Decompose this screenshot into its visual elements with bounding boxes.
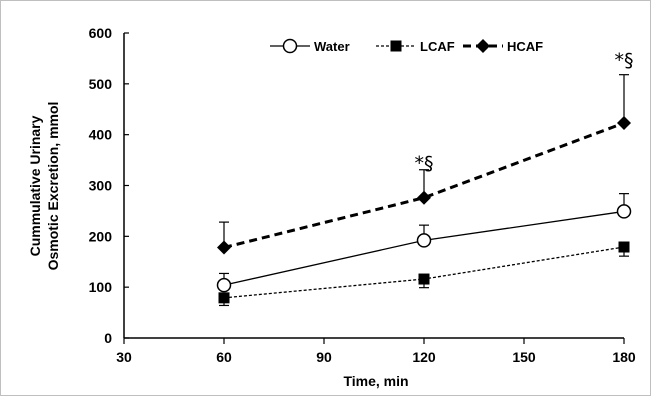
series-layer — [216, 74, 632, 307]
x-axis-ticks: 30 60 90 120 150 180 — [116, 338, 636, 365]
significance-annotation: *§ — [615, 49, 634, 71]
y-tick-label: 400 — [89, 127, 113, 143]
y-axis-title-line-1: Cummulative Urinary — [27, 115, 43, 256]
y-tick-label: 500 — [89, 76, 113, 92]
significance-annotation: *§ — [415, 153, 434, 175]
data-point — [618, 241, 630, 253]
data-point — [418, 273, 430, 285]
legend-item-water: Water — [270, 38, 350, 54]
legend-label: HCAF — [507, 39, 543, 54]
y-tick-label: 0 — [104, 330, 112, 346]
series-line — [223, 121, 625, 249]
y-tick-label: 600 — [89, 25, 113, 41]
data-point — [416, 233, 432, 248]
data-point — [217, 240, 231, 255]
x-tick-label: 180 — [612, 349, 636, 365]
data-point — [617, 115, 631, 130]
y-axis-title-line-2: Osmotic Excretion, mmol — [45, 102, 61, 271]
y-axis-title: Cummulative Urinary Osmotic Excretion, m… — [27, 102, 61, 271]
y-tick-label: 200 — [89, 228, 113, 244]
series-line — [223, 246, 625, 299]
legend-label: LCAF — [420, 39, 455, 54]
x-tick-label: 120 — [412, 349, 436, 365]
legend-item-lcaf: LCAF — [376, 39, 455, 54]
legend-marker — [282, 38, 298, 54]
y-tick-label: 300 — [89, 178, 113, 194]
x-tick-label: 30 — [116, 349, 132, 365]
y-axis-ticks: 0 100 200 300 400 500 600 — [89, 25, 129, 346]
annotations: *§ *§ — [415, 49, 634, 174]
series-lcaf — [218, 241, 630, 307]
x-tick-label: 150 — [512, 349, 536, 365]
x-tick-label: 90 — [316, 349, 332, 365]
legend-marker — [476, 39, 490, 53]
legend: Water LCAF HCAF — [270, 38, 543, 54]
legend-label: Water — [314, 39, 350, 54]
series-hcaf — [217, 74, 631, 255]
data-point — [417, 190, 431, 205]
series-water — [216, 193, 632, 293]
legend-marker — [390, 40, 402, 52]
x-tick-label: 60 — [216, 349, 232, 365]
data-point — [616, 204, 632, 219]
data-point — [216, 277, 232, 293]
data-point — [218, 292, 230, 304]
x-axis-title: Time, min — [343, 373, 408, 389]
legend-item-hcaf: HCAF — [463, 39, 543, 54]
axes — [123, 33, 624, 339]
y-tick-label: 100 — [89, 279, 113, 295]
